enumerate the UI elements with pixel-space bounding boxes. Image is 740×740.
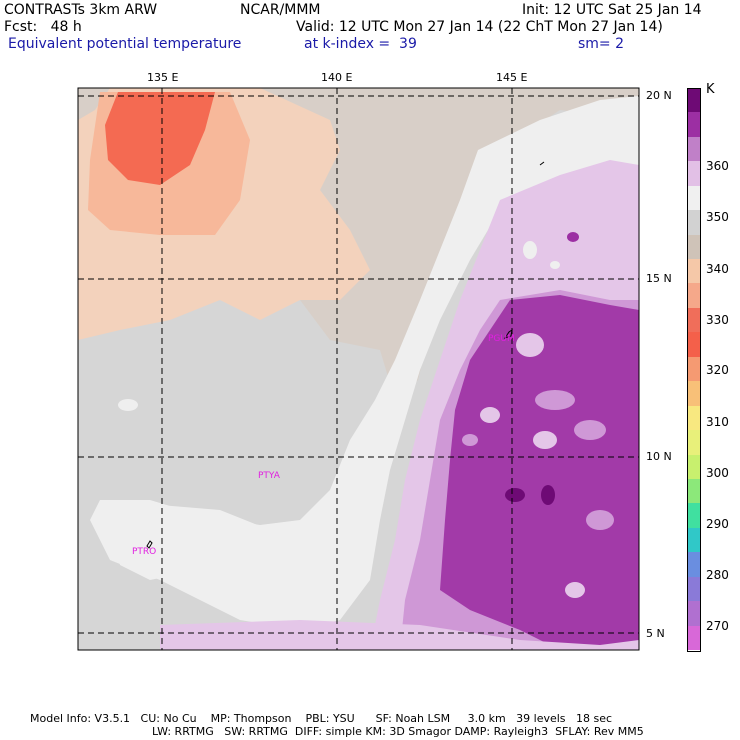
model-title: CONTRASTs 3km ARW [4,2,158,18]
forecast-hour: Fcst: 48 h [4,19,82,35]
colorbar-label-310: 310 [706,415,729,429]
colorbar-label-340: 340 [706,262,729,276]
smoothing-info: sm= 2 [578,36,625,52]
lat-lon-grid [78,88,639,650]
station-ptro: PTRO [132,547,157,557]
colorbar-label-320: 320 [706,363,729,377]
theta-e-field [78,88,639,650]
colorbar-label-280: 280 [706,568,729,582]
station-ptya: PTYA [258,471,280,481]
colorbar-label-270: 270 [706,619,729,633]
colorbar-unit: K [706,82,715,97]
lat-label-20: 20 N [646,89,672,102]
colorbar-label-290: 290 [706,517,729,531]
field-name: Equivalent potential temperature [8,36,242,52]
center-name: NCAR/MMM [240,2,321,18]
lat-label-5: 5 N [646,627,665,640]
valid-time: Valid: 12 UTC Mon 27 Jan 14 (22 ChT Mon … [296,19,663,35]
palau-coastline [146,540,153,549]
lat-label-15: 15 N [646,272,672,285]
lon-label-145: 145 E [496,71,528,84]
colorbar-frame [687,88,701,652]
colorbar-label-350: 350 [706,210,729,224]
level-info: at k-index = 39 [304,36,417,52]
init-time: Init: 12 UTC Sat 25 Jan 14 [522,2,702,18]
colorbar-label-330: 330 [706,313,729,327]
guam-coastline [503,328,513,339]
lon-label-140: 140 E [321,71,353,84]
station-pgum: PGUM [488,334,515,344]
island-mark [539,161,545,166]
model-info-line2: LW: RRTMG SW: RRTMG DIFF: simple KM: 3D … [152,725,644,738]
colorbar-label-360: 360 [706,159,729,173]
map-frame [77,87,640,651]
lon-label-135: 135 E [147,71,179,84]
colorbar-label-300: 300 [706,466,729,480]
model-info-line1: Model Info: V3.5.1 CU: No Cu MP: Thompso… [30,712,613,725]
lat-label-10: 10 N [646,450,672,463]
